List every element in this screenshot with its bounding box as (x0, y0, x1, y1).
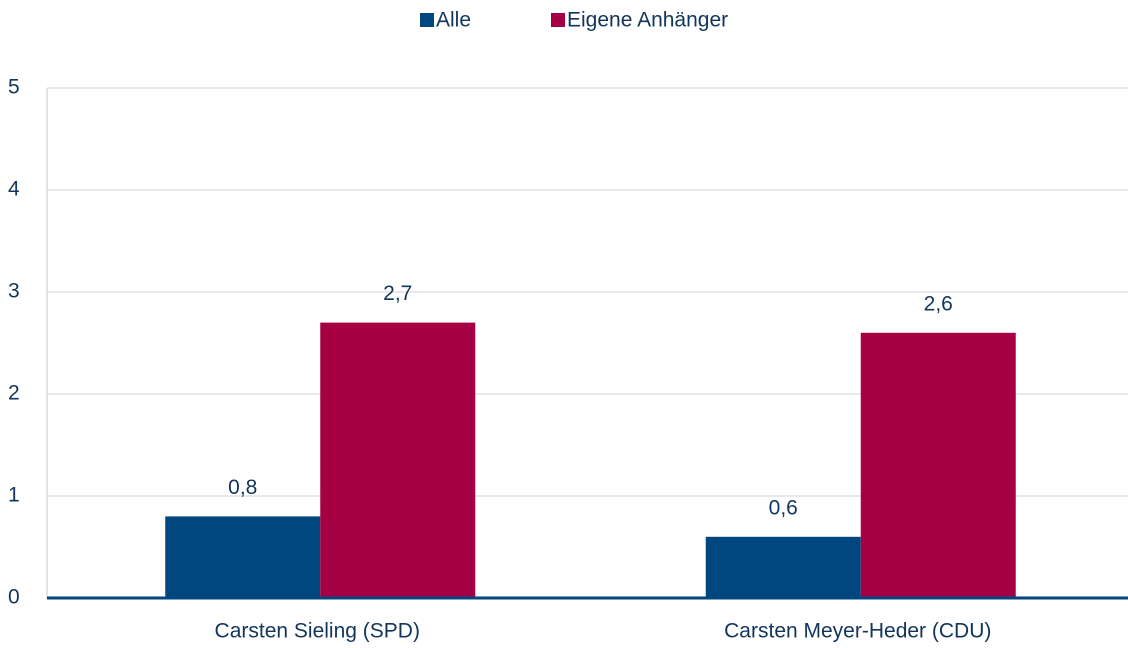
data-label: 0,6 (769, 496, 798, 519)
y-tick-label: 0 (8, 586, 20, 609)
y-tick-label: 3 (8, 280, 20, 303)
y-tick-label: 4 (8, 178, 20, 201)
y-tick-label: 5 (8, 76, 20, 99)
bar (165, 516, 321, 598)
legend-label: Alle (436, 9, 471, 32)
data-label: 0,8 (228, 476, 257, 499)
y-tick-label: 1 (8, 484, 20, 507)
legend-swatch (420, 13, 434, 27)
bar (705, 536, 861, 598)
data-label: 2,7 (383, 282, 412, 305)
legend-swatch (551, 13, 565, 27)
data-label: 2,6 (924, 292, 953, 315)
x-tick-label: Carsten Meyer-Heder (CDU) (724, 620, 991, 643)
bar (320, 322, 476, 598)
bar (860, 332, 1016, 598)
legend-label: Eigene Anhänger (567, 9, 728, 32)
x-tick-label: Carsten Sieling (SPD) (215, 620, 420, 643)
y-tick-label: 2 (8, 382, 20, 405)
